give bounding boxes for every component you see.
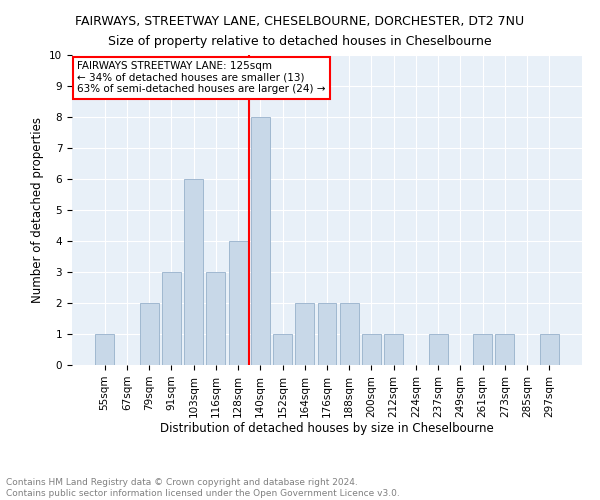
Bar <box>429 334 448 365</box>
Bar <box>340 303 359 365</box>
X-axis label: Distribution of detached houses by size in Cheselbourne: Distribution of detached houses by size … <box>160 422 494 436</box>
Bar <box>362 334 381 365</box>
Bar <box>95 334 114 365</box>
Bar <box>140 303 158 365</box>
Text: FAIRWAYS, STREETWAY LANE, CHESELBOURNE, DORCHESTER, DT2 7NU: FAIRWAYS, STREETWAY LANE, CHESELBOURNE, … <box>76 15 524 28</box>
Bar <box>496 334 514 365</box>
Text: FAIRWAYS STREETWAY LANE: 125sqm
← 34% of detached houses are smaller (13)
63% of: FAIRWAYS STREETWAY LANE: 125sqm ← 34% of… <box>77 61 326 94</box>
Bar <box>295 303 314 365</box>
Bar <box>162 272 181 365</box>
Bar <box>273 334 292 365</box>
Bar <box>229 241 248 365</box>
Bar <box>317 303 337 365</box>
Y-axis label: Number of detached properties: Number of detached properties <box>31 117 44 303</box>
Text: Size of property relative to detached houses in Cheselbourne: Size of property relative to detached ho… <box>108 35 492 48</box>
Bar <box>184 179 203 365</box>
Text: Contains HM Land Registry data © Crown copyright and database right 2024.
Contai: Contains HM Land Registry data © Crown c… <box>6 478 400 498</box>
Bar <box>540 334 559 365</box>
Bar <box>206 272 225 365</box>
Bar <box>384 334 403 365</box>
Bar <box>473 334 492 365</box>
Bar <box>251 117 270 365</box>
